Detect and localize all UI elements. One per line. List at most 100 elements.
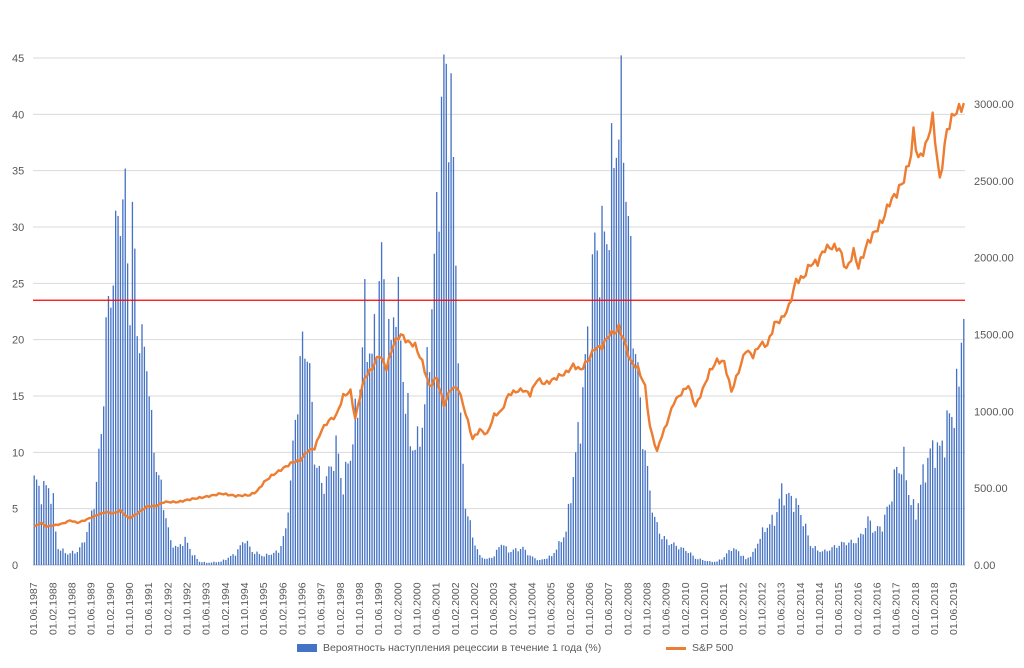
recession-probability-bar xyxy=(879,526,881,565)
recession-probability-bar xyxy=(268,554,270,565)
recession-probability-bar xyxy=(220,561,222,565)
recession-probability-bar xyxy=(340,477,342,565)
y-right-tick-label: 2000.00 xyxy=(974,253,1014,265)
recession-probability-bar xyxy=(352,444,354,565)
recession-probability-bar xyxy=(697,559,699,565)
y-left-tick-label: 10 xyxy=(12,447,24,459)
recession-probability-bar xyxy=(900,474,903,565)
recession-probability-bar xyxy=(189,548,191,565)
recession-probability-bar xyxy=(158,475,160,565)
x-tick-label: 01.06.2001 xyxy=(431,582,443,635)
recession-probability-bar xyxy=(261,555,263,565)
x-tick-label: 01.06.2007 xyxy=(603,582,615,635)
recession-probability-bar xyxy=(531,556,534,565)
recession-probability-bar xyxy=(383,279,385,565)
recession-probability-bar xyxy=(237,549,239,565)
x-tick-label: 01.10.2010 xyxy=(699,582,711,635)
recession-probability-bar xyxy=(69,553,71,565)
recession-probability-bar xyxy=(922,464,924,565)
recession-probability-bar xyxy=(553,553,555,565)
recession-probability-bar xyxy=(716,561,718,565)
recession-probability-bar xyxy=(507,552,510,565)
recession-probability-bar xyxy=(368,353,371,565)
recession-probability-bar xyxy=(431,309,433,565)
recession-probability-bar xyxy=(874,531,876,565)
recession-probability-bar xyxy=(273,552,275,565)
recession-probability-bar xyxy=(876,526,879,565)
recession-probability-bar xyxy=(306,361,308,565)
recession-probability-bar xyxy=(98,448,100,565)
recession-probability-bar xyxy=(953,427,955,565)
recession-probability-bar xyxy=(891,501,893,565)
recession-probability-bar xyxy=(725,553,728,565)
recession-probability-bar xyxy=(426,347,428,565)
recession-probability-bar xyxy=(948,413,951,565)
y-left-tick-label: 45 xyxy=(12,53,24,65)
recession-probability-bar xyxy=(754,548,757,565)
recession-probability-bar xyxy=(603,231,606,565)
recession-probability-bar xyxy=(74,553,76,565)
recession-probability-bar xyxy=(479,554,481,565)
recession-probability-bar xyxy=(110,307,112,565)
x-tick-label: 01.02.2002 xyxy=(450,582,462,635)
recession-probability-bar xyxy=(740,555,742,565)
x-tick-label: 01.06.2011 xyxy=(718,583,730,635)
x-tick-label: 01.02.2006 xyxy=(565,582,577,635)
recession-probability-bar xyxy=(749,556,752,565)
recession-probability-bar xyxy=(234,555,237,565)
recession-probability-bar xyxy=(285,528,287,565)
recession-probability-bar xyxy=(651,512,653,565)
recession-probability-bar xyxy=(903,446,905,565)
x-tick-label: 01.06.1997 xyxy=(316,582,328,635)
recession-probability-bar xyxy=(495,549,498,565)
recession-probability-bar xyxy=(218,561,220,565)
y-left-tick-label: 35 xyxy=(12,166,24,178)
x-tick-label: 01.06.2009 xyxy=(661,582,673,635)
recession-probability-bar xyxy=(325,476,328,565)
x-tick-label: 01.06.2017 xyxy=(891,582,903,635)
recession-probability-bar xyxy=(661,539,663,565)
x-tick-label: 01.10.2008 xyxy=(642,582,654,635)
recession-probability-bar xyxy=(481,557,483,565)
x-tick-label: 01.10.1990 xyxy=(124,582,136,635)
recession-probability-bar xyxy=(64,553,67,565)
recession-probability-bar xyxy=(419,446,421,565)
x-tick-label: 01.02.1998 xyxy=(335,582,347,635)
recession-probability-bar xyxy=(428,372,431,565)
recession-probability-bar xyxy=(256,551,258,565)
x-tick-label: 01.10.1992 xyxy=(182,582,194,635)
recession-probability-bar xyxy=(805,523,807,565)
recession-probability-bar xyxy=(845,545,848,565)
recession-probability-bar xyxy=(227,557,229,565)
x-tick-label: 01.02.2008 xyxy=(622,582,634,635)
recession-probability-bar xyxy=(812,548,814,565)
legend-swatch-bar xyxy=(297,644,317,652)
recession-probability-bar xyxy=(457,363,459,565)
recession-probability-bar xyxy=(558,541,560,565)
x-tick-label: 01.10.1998 xyxy=(354,582,366,635)
x-tick-label: 01.02.2018 xyxy=(910,582,922,635)
recession-probability-bar xyxy=(781,483,783,565)
recession-probability-bar xyxy=(771,514,773,565)
recession-probability-bar xyxy=(881,531,884,565)
recession-probability-bar xyxy=(860,533,862,565)
recession-probability-bar xyxy=(467,516,469,565)
recession-probability-bar xyxy=(392,317,395,565)
x-tick-label: 01.06.2013 xyxy=(776,582,788,635)
recession-probability-bar xyxy=(637,362,639,565)
recession-probability-bar xyxy=(872,532,874,565)
recession-probability-bar xyxy=(852,543,855,565)
recession-probability-bar xyxy=(718,559,721,565)
recession-probability-bar xyxy=(100,434,102,565)
recession-probability-bar xyxy=(213,561,215,565)
recession-probability-bar xyxy=(258,554,261,565)
recession-probability-bar xyxy=(848,542,850,565)
x-tick-label: 01.10.2006 xyxy=(584,582,596,635)
recession-probability-bar xyxy=(598,297,601,565)
recession-probability-bar xyxy=(675,545,677,565)
recession-probability-bar xyxy=(920,484,922,565)
recession-probability-bar xyxy=(203,561,205,565)
recession-probability-bar xyxy=(380,242,383,565)
recession-probability-bar xyxy=(632,348,634,565)
x-tick-label: 01.02.2010 xyxy=(680,582,692,635)
